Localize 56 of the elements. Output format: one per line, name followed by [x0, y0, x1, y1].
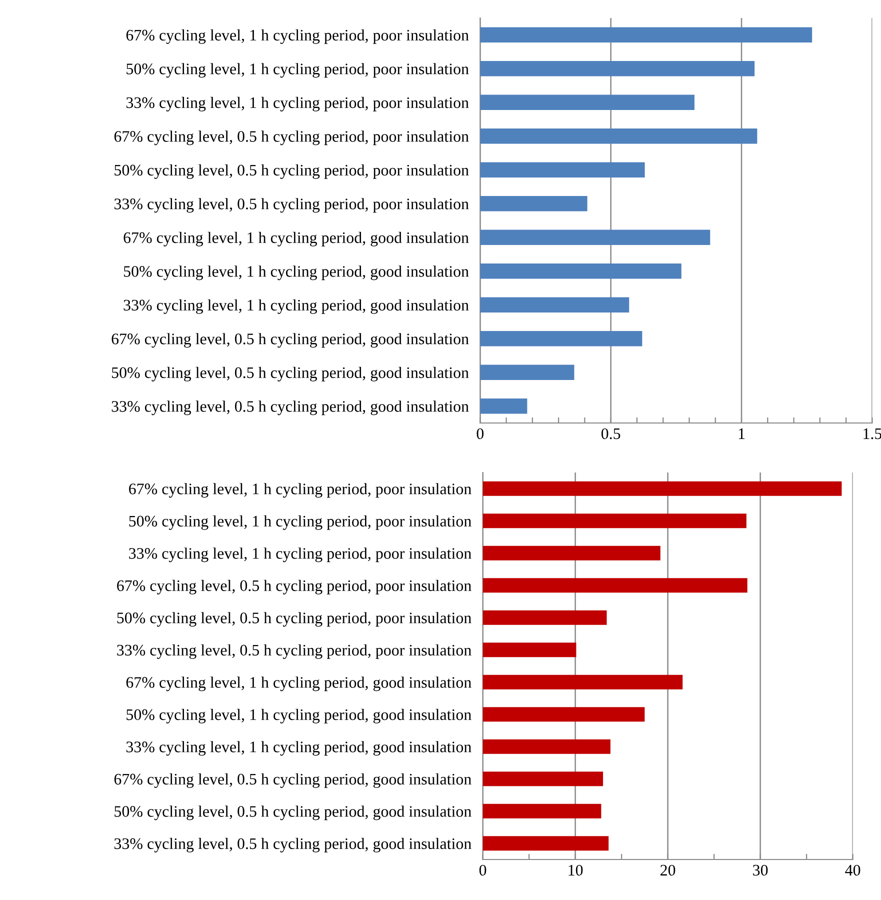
- bar: [480, 61, 755, 76]
- y-tick-label: 33% cycling level, 1 h cycling period, good insulation: [124, 299, 469, 314]
- y-tick-label: 33% cycling level, 0.5 h cycling period, poor insulation: [117, 644, 472, 659]
- bar: [482, 836, 609, 851]
- bar: [482, 674, 683, 690]
- y-tick-label: 67% cycling level, 1 h cycling period, good insulation: [124, 232, 469, 246]
- bar: [482, 707, 645, 722]
- y-tick-label: 67% cycling level, 1 h cycling period, poor insulation: [129, 483, 472, 498]
- y-tick-label: 67% cycling level, 0.5 h cycling period, good insulation: [114, 773, 472, 788]
- y-tick-label: 50% cycling level, 0.5 h cycling period, poor insulation: [114, 164, 469, 179]
- bar: [482, 514, 746, 528]
- x-tick-label: 1: [738, 428, 745, 439]
- y-tick-label: 67% cycling level, 0.5 h cycling period, poor insulation: [114, 130, 469, 146]
- x-tick-label: 30: [753, 864, 768, 876]
- bar: [480, 27, 812, 42]
- bar: [480, 264, 682, 279]
- x-tick-label: 0: [476, 428, 484, 440]
- x-tick-label: 10: [568, 864, 583, 876]
- bar: [480, 128, 758, 144]
- y-tick-label: 33% cycling level, 0.5 h cycling period, good insulation: [114, 838, 472, 852]
- y-tick-label: 50% cycling level, 1 h cycling period, good insulation: [124, 266, 469, 280]
- y-tick-label: 33% cycling level, 1 h cycling period, poor insulation: [129, 548, 472, 562]
- y-tick-label: 67% cycling level, 1 h cycling period, poor insulation: [126, 29, 469, 44]
- y-tick-label: 33% cycling level, 0.5 h cycling period, good insulation: [112, 400, 469, 416]
- bar: [480, 398, 528, 414]
- bar: [480, 162, 645, 178]
- bar: [480, 297, 630, 312]
- y-tick-label: 50% cycling level, 1 h cycling period, poor insulation: [126, 63, 469, 78]
- y-tick-label: 50% cycling level, 0.5 h cycling period, good insulation: [112, 366, 469, 382]
- x-tick-label: 20: [660, 864, 676, 876]
- y-tick-label: 50% cycling level, 1 h cycling period, good insulation: [126, 708, 472, 724]
- y-tick-label: 33% cycling level, 1 h cycling period, poor insulation: [126, 96, 469, 112]
- y-tick-label: 67% cycling level, 0.5 h cycling period, poor insulation: [117, 580, 472, 594]
- y-tick-label: 50% cycling level, 1 h cycling period, poor insulation: [129, 515, 472, 530]
- y-tick-label: 33% cycling level, 0.5 h cycling period, poor insulation: [114, 198, 469, 213]
- y-tick-label: 67% cycling level, 1 h cycling period, good insulation: [126, 676, 472, 692]
- bar: [482, 610, 607, 625]
- bar: [482, 546, 660, 560]
- bar: [480, 331, 642, 346]
- bar: [482, 739, 610, 754]
- bar: [480, 364, 574, 380]
- bar: [482, 772, 604, 786]
- bar: [480, 230, 710, 245]
- bar: [482, 804, 602, 818]
- bar: [480, 196, 588, 212]
- x-tick-label: 0.5: [601, 428, 620, 440]
- y-tick-label: 50% cycling level, 0.5 h cycling period, good insulation: [114, 806, 472, 820]
- bar: [482, 642, 576, 658]
- y-tick-label: 50% cycling level, 0.5 h cycling period, poor insulation: [117, 612, 472, 627]
- x-tick-label: 40: [845, 864, 860, 876]
- bar: [480, 94, 694, 110]
- y-tick-label: 33% cycling level, 1 h cycling period, good insulation: [126, 741, 472, 756]
- x-tick-label: 0: [479, 864, 486, 876]
- bar: [482, 481, 842, 496]
- bar: [482, 578, 748, 593]
- y-tick-label: 67% cycling level, 0.5 h cycling period, good insulation: [112, 333, 469, 348]
